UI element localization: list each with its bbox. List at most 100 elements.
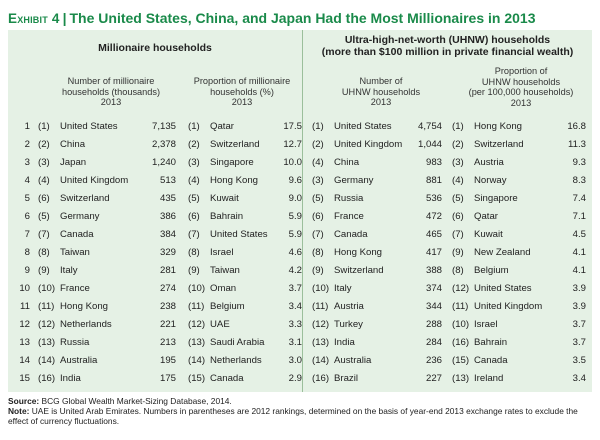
value-cell: 17.5 [283,121,302,132]
prev-rank-cell: (12) [312,319,330,330]
prev-rank-cell: (3) [312,175,324,186]
prev-rank-cell: (11) [38,301,55,312]
prev-rank-cell: (8) [38,247,50,258]
country-cell: Singapore [210,157,254,168]
value-cell: 2.9 [288,373,302,384]
country-cell: Austria [334,301,364,312]
table-row: 3 (3) Japan 1,240 (3) Singapore 10.0 (4) China 98… [8,154,592,172]
col-head-line: Proportion of [494,66,548,76]
value-cell: 344 [425,301,442,312]
value-cell: 227 [425,373,442,384]
country-cell: China [334,157,360,168]
col-head-line: Number of millionaire [67,76,155,86]
country-cell: United Kingdom [60,175,129,186]
prev-rank-cell: (10) [452,319,470,330]
rank-cell: 7 [24,229,30,240]
rank-cell: 4 [24,175,30,186]
value-cell: 435 [159,193,176,204]
prev-rank-cell: (6) [312,211,324,222]
value-cell: 281 [159,265,176,276]
value-cell: 3.7 [288,283,302,294]
source-note: Source: BCG Global Wealth Market-Sizing … [8,396,592,406]
country-cell: Bahrain [210,211,244,222]
prev-rank-cell: (8) [452,265,464,276]
value-cell: 7.4 [572,193,586,204]
value-cell: 384 [159,229,176,240]
rank-cell: 15 [19,373,30,384]
source-text: BCG Global Wealth Market-Sizing Database… [41,396,232,406]
prev-rank-cell: (16) [312,373,330,384]
value-cell: 881 [425,175,442,186]
group-title-uhnw: Ultra-high-net-worth (UHNW) households (… [303,34,592,58]
prev-rank-cell: (14) [38,355,56,366]
value-cell: 3.7 [572,319,586,330]
value-cell: 3.3 [288,319,302,330]
country-cell: Taiwan [60,247,90,258]
prev-rank-cell: (3) [452,157,464,168]
prev-rank-cell: (8) [312,247,324,258]
rank-cell: 9 [24,265,30,276]
country-cell: Hong Kong [334,247,383,258]
table-row: 6 (5) Germany 386 (6) Bahrain 5.9 (6) France 472 (… [8,208,592,226]
table-row: 1 (1) United States 7,135 (1) Qatar 17.5 (1) Uni… [8,118,592,136]
prev-rank-cell: (14) [188,355,206,366]
value-cell: 12.7 [283,139,302,150]
country-cell: Germany [334,175,374,186]
value-cell: 2,378 [151,139,176,150]
prev-rank-cell: (10) [188,283,206,294]
country-cell: Belgium [210,301,245,312]
title-separator: | [62,10,67,26]
prev-rank-cell: (2) [38,139,50,150]
country-cell: Italy [334,283,352,294]
prev-rank-cell: (9) [38,265,50,276]
value-cell: 3.0 [288,355,302,366]
prev-rank-cell: (11) [452,301,469,312]
value-cell: 513 [159,175,176,186]
value-cell: 4.2 [288,265,302,276]
ranking-rows: 1 (1) United States 7,135 (1) Qatar 17.5 (1) Uni… [8,118,592,388]
col-head-line: 2013 [510,97,532,108]
prev-rank-cell: (6) [452,211,464,222]
footnotes: Source: BCG Global Wealth Market-Sizing … [8,396,592,426]
value-cell: 536 [425,193,442,204]
prev-rank-cell: (5) [38,211,50,222]
value-cell: 3.9 [572,283,586,294]
col-head-line: 2013 [231,97,253,107]
prev-rank-cell: (1) [452,121,464,132]
value-cell: 465 [425,229,442,240]
country-cell: United States [210,229,268,240]
exhibit-title: Exhibit 4 | The United States, China, and … [8,7,592,29]
prev-rank-cell: (7) [188,229,200,240]
table-row: 15 (16) India 175 (15) Canada 2.9 (16) Brazil 227… [8,370,592,388]
note-label: Note: [8,406,30,416]
prev-rank-cell: (2) [452,139,464,150]
country-cell: Israel [210,247,234,258]
country-cell: Australia [334,355,372,366]
prev-rank-cell: (1) [312,121,324,132]
country-cell: Switzerland [210,139,260,150]
rank-cell: 10 [19,283,30,294]
country-cell: Switzerland [334,265,384,276]
group-title-uhnw-line2: (more than $100 million in private finan… [321,46,574,58]
value-cell: 7,135 [151,121,176,132]
country-cell: Bahrain [474,337,508,348]
group-divider [302,30,303,392]
table-row: 11 (11) Hong Kong 238 (11) Belgium 3.4 (11) Aust… [8,298,592,316]
col-head-line: households (thousands) [61,86,161,97]
group-title-millionaire: Millionaire households [98,42,212,54]
prev-rank-cell: (13) [188,337,206,348]
prev-rank-cell: (2) [188,139,200,150]
prev-rank-cell: (12) [38,319,56,330]
value-cell: 238 [159,301,176,312]
prev-rank-cell: (7) [38,229,50,240]
note: Note: UAE is United Arab Emirates. Numbe… [8,406,592,426]
rank-cell: 3 [24,157,30,168]
prev-rank-cell: (15) [188,373,206,384]
rank-cell: 2 [24,139,30,150]
prev-rank-cell: (5) [188,193,200,204]
value-cell: 329 [159,247,176,258]
value-cell: 8.3 [572,175,586,186]
table-row: 9 (9) Italy 281 (9) Taiwan 4.2 (9) Switzerland 38… [8,262,592,280]
country-cell: Australia [60,355,98,366]
prev-rank-cell: (14) [312,355,330,366]
